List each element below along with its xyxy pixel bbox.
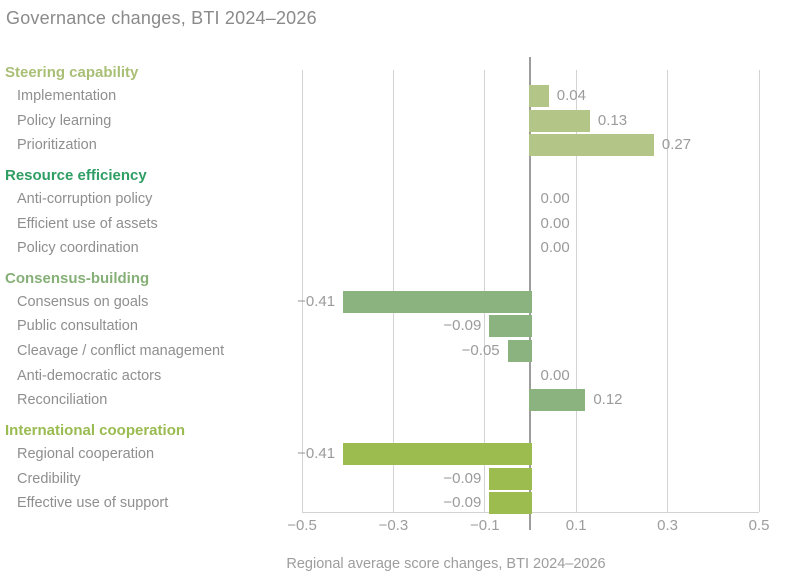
item-label: Policy learning [17, 112, 112, 129]
item-label: Cleavage / conflict management [17, 343, 225, 359]
value-label: 0.00 [540, 239, 570, 257]
group-heading: International cooperation [5, 421, 186, 439]
value-label: 0.00 [540, 366, 570, 384]
item-label: Prioritization [17, 137, 97, 154]
gridline [301, 70, 303, 512]
group-heading: Steering capability [5, 64, 139, 81]
value-label: 0.12 [593, 391, 623, 409]
item-label: Anti-corruption policy [17, 190, 153, 207]
value-label: 0.27 [661, 136, 692, 154]
item-label: Anti-democratic actors [17, 367, 162, 384]
value-label: −0.09 [443, 494, 482, 512]
group-heading: Consensus-building [5, 269, 150, 287]
value-label: −0.05 [461, 342, 500, 359]
bar [343, 290, 532, 313]
bar [343, 442, 532, 465]
item-label: Consensus on goals [17, 293, 149, 310]
bar [507, 340, 532, 362]
item-label: Efficient use of assets [17, 215, 158, 232]
x-tick-label: 0.5 [748, 517, 770, 534]
gridline [667, 70, 669, 512]
x-tick-label: −0.3 [378, 517, 409, 534]
chart-title: Governance changes, BTI 2024–2026 [6, 8, 317, 28]
value-label: 0.13 [597, 111, 628, 129]
value-label: 0.00 [540, 189, 570, 207]
value-label: −0.09 [443, 469, 482, 487]
item-label: Public consultation [17, 318, 138, 335]
x-tick-label: 0.3 [657, 517, 679, 534]
bar [489, 315, 532, 338]
value-label: −0.41 [297, 292, 336, 310]
item-label: Policy coordination [17, 240, 139, 257]
bar [489, 467, 532, 490]
group-heading: Resource efficiency [5, 166, 147, 184]
bar [529, 134, 654, 157]
value-label: 0.00 [540, 214, 570, 232]
item-label: Effective use of support [17, 495, 169, 512]
bar [529, 85, 549, 107]
x-axis-label: Regional average score changes, BTI 2024… [286, 556, 606, 572]
gridline [575, 70, 577, 512]
item-label: Credibility [17, 470, 81, 487]
bar [489, 492, 532, 515]
x-tick-label: −0.1 [469, 517, 500, 534]
item-label: Reconciliation [17, 392, 108, 409]
value-label: −0.09 [443, 317, 482, 335]
bar [529, 389, 586, 412]
x-tick-label: 0.1 [565, 517, 587, 534]
x-tick-label: −0.5 [287, 517, 317, 534]
item-label: Regional cooperation [17, 445, 155, 462]
bar [529, 109, 590, 132]
value-label: 0.04 [556, 87, 586, 104]
gridline [758, 70, 760, 512]
value-label: −0.41 [297, 444, 336, 462]
item-label: Implementation [17, 88, 117, 104]
